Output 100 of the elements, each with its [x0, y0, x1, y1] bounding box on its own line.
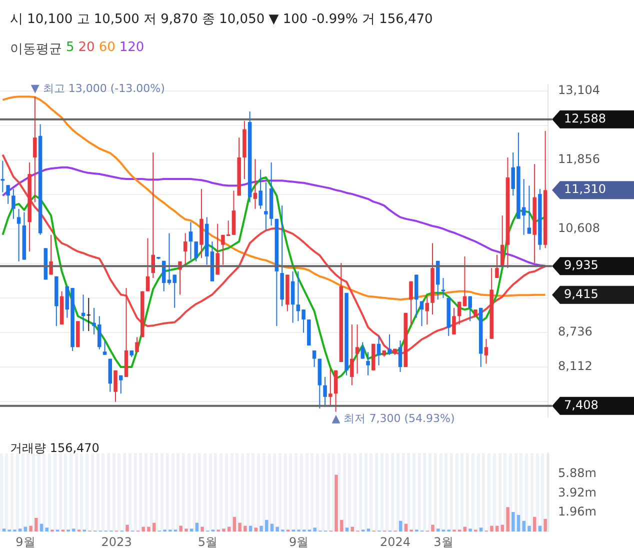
- legend-title: 이동평균: [10, 41, 62, 58]
- y-tick-label: 10,608: [558, 221, 600, 236]
- candlestick: [135, 336, 139, 353]
- chart-title: 시 10,100 고 10,500 저 9,870 종 10,050 ▼ 100 -0.99% 거 156,470: [10, 11, 433, 28]
- bar: [340, 520, 344, 532]
- annotation: ▲ 최저 7,300 (54.93%): [332, 412, 455, 426]
- annotation: ▼ 최고 13,000 (-13.00%): [30, 82, 165, 95]
- x-tick-label: 5월: [198, 534, 218, 549]
- y-tick-label: 5.88m: [558, 466, 596, 480]
- bar: [254, 528, 258, 532]
- bar: [179, 526, 182, 532]
- bar: [366, 528, 370, 532]
- bar: [142, 526, 145, 532]
- candlestick: [183, 232, 188, 266]
- candlestick: [6, 184, 10, 204]
- bar: [436, 528, 440, 532]
- bar: [184, 528, 188, 532]
- ref-line-label: 9,935: [564, 258, 598, 272]
- bar: [248, 526, 252, 532]
- bar: [334, 474, 338, 532]
- bar: [528, 526, 531, 532]
- candlestick: [425, 296, 429, 325]
- text: 20: [78, 40, 95, 57]
- bar: [522, 520, 526, 532]
- candlestick: [290, 270, 295, 324]
- y-tick-label: 8,736: [558, 324, 592, 339]
- y-tick-label: 11,856: [558, 152, 600, 166]
- text: 60: [98, 40, 116, 57]
- y-tick-label: 8,112: [558, 359, 592, 374]
- bar: [126, 524, 129, 532]
- bar: [479, 528, 483, 532]
- bar: [244, 526, 247, 532]
- x-tick-label: 3월: [434, 534, 454, 549]
- candlestick: [355, 324, 360, 374]
- bar: [147, 526, 150, 532]
- y-tick-label: 13,104: [558, 82, 600, 97]
- candlestick: [151, 152, 155, 278]
- candlestick: [441, 277, 446, 298]
- x-tick-label: 9월: [16, 534, 36, 549]
- bar: [45, 528, 48, 532]
- candlestick: [484, 338, 488, 364]
- bar: [350, 526, 354, 532]
- bar: [468, 528, 472, 532]
- y-tick-label: 1.96m: [558, 504, 596, 519]
- data-label: 9,415: [564, 286, 598, 301]
- bar: [313, 528, 316, 532]
- candlestick: [194, 241, 198, 262]
- bar: [532, 516, 536, 532]
- candlestick: [12, 188, 16, 220]
- x-tick-label: 2023: [101, 534, 132, 549]
- candlestick: [495, 254, 499, 278]
- bar: [506, 507, 510, 532]
- candlestick: [16, 208, 21, 262]
- candlestick: [462, 256, 467, 307]
- ref-line-label: 12,588: [564, 112, 606, 126]
- bar: [232, 516, 236, 532]
- candlestick: [102, 340, 107, 356]
- candlestick: [366, 352, 370, 376]
- bar: [238, 522, 242, 532]
- bar: [276, 526, 279, 532]
- bar: [516, 514, 520, 532]
- candlestick: [452, 307, 456, 335]
- chart-title: 거래량 156,470: [10, 440, 100, 457]
- candlestick: [398, 340, 402, 373]
- candlestick: [350, 324, 354, 386]
- text: 120: [119, 40, 144, 57]
- candlestick: [360, 342, 365, 360]
- bar: [399, 520, 402, 532]
- ref-line-label: 7,408: [564, 398, 598, 412]
- bar: [200, 526, 204, 532]
- candlestick: [258, 169, 262, 210]
- candlestick: [409, 280, 413, 325]
- candlestick: [86, 297, 91, 332]
- bar: [227, 526, 231, 532]
- candlestick: [388, 334, 392, 356]
- candlestick: [376, 336, 381, 366]
- candlestick: [312, 350, 316, 368]
- candlestick: [527, 185, 532, 234]
- bar: [431, 524, 434, 532]
- text: 5: [66, 40, 74, 57]
- candlestick: [114, 370, 118, 402]
- bar: [490, 526, 494, 532]
- text: 11,310: [564, 182, 606, 196]
- candlestick: [334, 370, 338, 412]
- candlestick: [420, 300, 424, 327]
- candlestick: [146, 238, 150, 292]
- candlestick: [253, 158, 258, 210]
- bar: [18, 528, 22, 532]
- bar: [152, 522, 156, 532]
- bar: [195, 522, 199, 532]
- candlestick: [328, 368, 332, 408]
- bar: [260, 526, 263, 532]
- bar: [72, 528, 76, 532]
- bar: [500, 524, 504, 532]
- candlestick: [119, 374, 123, 394]
- bar: [29, 526, 32, 532]
- candlestick: [188, 222, 193, 260]
- bar: [2, 528, 6, 532]
- candlestick: [323, 376, 327, 408]
- x-tick-label: 2024: [380, 534, 411, 549]
